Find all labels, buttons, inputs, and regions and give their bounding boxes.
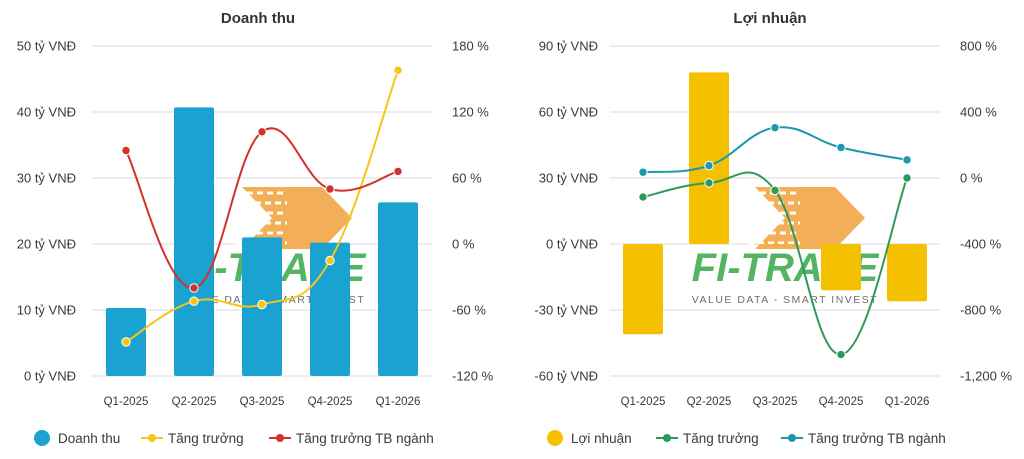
chart-2-y-right-tick: -800 % bbox=[960, 303, 1002, 318]
chart-2-bar bbox=[755, 244, 795, 245]
chart-1-bar bbox=[174, 107, 214, 376]
chart-1-x-tick: Q4-2025 bbox=[308, 396, 353, 408]
chart-1-line-1-point bbox=[257, 299, 267, 310]
chart-2-line-2-point bbox=[704, 160, 714, 171]
chart-1-x-tick: Q3-2025 bbox=[240, 396, 285, 408]
chart-2-legend-label: Lợi nhuận bbox=[571, 431, 632, 446]
chart-1-y-right-tick: 60 % bbox=[452, 171, 482, 186]
chart-2-legend-item: Lợi nhuận bbox=[547, 430, 632, 446]
chart-1-x-tick: Q1-2026 bbox=[376, 396, 421, 408]
chart-1-title: Doanh thu bbox=[221, 10, 295, 27]
chart-1-y-right-tick: 0 % bbox=[452, 237, 475, 252]
chart-1-line-2-point bbox=[121, 145, 131, 156]
chart-1-y-left-tick: 30 tỷ VNĐ bbox=[17, 171, 76, 186]
chart-2-line-2-point bbox=[902, 155, 912, 165]
chart-2-line-2-point bbox=[770, 122, 780, 133]
chart-1-x-tick: Q1-2025 bbox=[104, 396, 149, 408]
chart-2-line-1-point bbox=[704, 178, 714, 188]
chart-1-legend-label: Tăng trưởng bbox=[168, 431, 244, 446]
chart-1-line-1-point bbox=[393, 65, 403, 75]
chart-2-y-right-tick: 400 % bbox=[960, 105, 997, 120]
chart-1-line-1 bbox=[125, 69, 399, 343]
chart-1-x-tick: Q2-2025 bbox=[172, 396, 217, 408]
chart-1-legend-swatch-dot bbox=[148, 434, 156, 442]
chart-1-y-left-tick: 0 tỷ VNĐ bbox=[24, 369, 76, 384]
chart-2-x-tick: Q1-2025 bbox=[621, 396, 666, 408]
chart-1-legend-label: Doanh thu bbox=[58, 431, 120, 446]
chart-2-line-1-point bbox=[902, 173, 912, 183]
chart-1-legend-item: Tăng trưởng bbox=[141, 431, 244, 446]
chart-2-bar bbox=[887, 244, 927, 302]
chart-2-y-left-tick: -60 tỷ VNĐ bbox=[534, 369, 598, 384]
chart-2-legend-swatch-dot bbox=[663, 434, 671, 442]
chart-2-line-2 bbox=[642, 126, 908, 174]
chart-2-bar bbox=[623, 244, 663, 335]
chart-1-line-2-point bbox=[257, 127, 267, 137]
chart-2-y-left-tick: 60 tỷ VNĐ bbox=[539, 105, 598, 120]
chart-2-y-left-tick: 90 tỷ VNĐ bbox=[539, 39, 598, 54]
chart-2-bar bbox=[821, 244, 861, 291]
chart-2-y-left-tick: -30 tỷ VNĐ bbox=[534, 303, 598, 318]
chart-1-y-left-tick: 10 tỷ VNĐ bbox=[17, 303, 76, 318]
chart-2-y-left-tick: 0 tỷ VNĐ bbox=[546, 237, 598, 252]
chart-1-y-right-tick: 180 % bbox=[452, 39, 489, 54]
chart-1-line-2-point bbox=[189, 283, 199, 293]
chart-1-line-1-point bbox=[121, 337, 131, 347]
chart-1-legend-item: Doanh thu bbox=[34, 430, 120, 446]
chart-1-y-right-tick: 120 % bbox=[452, 105, 489, 120]
chart-1-line-1-point bbox=[189, 296, 199, 306]
chart-2-legend-label: Tăng trưởng TB ngành bbox=[808, 431, 946, 446]
chart-2-legend-swatch bbox=[547, 430, 563, 446]
chart-2-x-tick: Q1-2026 bbox=[885, 396, 930, 408]
chart-1: Doanh thu 0 tỷ VNĐ 10 tỷ VNĐ 20 tỷ VNĐ 30 tỷ… bbox=[17, 10, 494, 446]
chart-2-legend-item: Tăng trưởng bbox=[656, 431, 759, 446]
chart-1-line-1-point bbox=[325, 255, 335, 266]
chart-1-legend-swatch bbox=[34, 430, 50, 446]
chart-1-y-left-tick: 40 tỷ VNĐ bbox=[17, 105, 76, 120]
chart-1-y-left-tick: 50 tỷ VNĐ bbox=[17, 39, 76, 54]
chart-2-y-right-tick: 0 % bbox=[960, 171, 983, 186]
chart-2-x-tick: Q4-2025 bbox=[819, 396, 864, 408]
chart-2-legend-item: Tăng trưởng TB ngành bbox=[781, 431, 946, 446]
chart-2-x-tick: Q2-2025 bbox=[687, 396, 732, 408]
chart-1-bar bbox=[378, 202, 418, 376]
chart-2-line-2-point bbox=[836, 142, 846, 153]
chart-2-legend-label: Tăng trưởng bbox=[683, 431, 759, 446]
chart-2-line-1-point bbox=[638, 192, 648, 202]
chart-2-line-2-point bbox=[638, 167, 648, 177]
chart-2: Lợi nhuận -60 tỷ VNĐ -30 tỷ VNĐ 0 tỷ VNĐ 30 … bbox=[534, 10, 1012, 446]
chart-2-watermark-arrow-icon bbox=[755, 187, 865, 249]
chart-2-y-left-tick: 30 tỷ VNĐ bbox=[539, 171, 598, 186]
chart-2-y-right-tick: 800 % bbox=[960, 39, 997, 54]
chart-2-y-right-tick: -1,200 % bbox=[960, 369, 1012, 384]
chart-2-y-right-tick: -400 % bbox=[960, 237, 1002, 252]
chart-2-x-tick: Q3-2025 bbox=[753, 396, 798, 408]
chart-1-y-left-tick: 20 tỷ VNĐ bbox=[17, 237, 76, 252]
chart-1-line-2-point bbox=[393, 166, 403, 177]
chart-1-y-right-tick: -120 % bbox=[452, 369, 494, 384]
chart-2-line-1-point bbox=[836, 349, 846, 360]
chart-2-title: Lợi nhuận bbox=[733, 10, 806, 27]
chart-1-legend-swatch-dot bbox=[276, 434, 284, 442]
chart-2-line-1-point bbox=[770, 185, 780, 196]
chart-1-legend-item: Tăng trưởng TB ngành bbox=[269, 431, 434, 446]
chart-1-y-right-tick: -60 % bbox=[452, 303, 486, 318]
chart-1-legend-label: Tăng trưởng TB ngành bbox=[296, 431, 434, 446]
chart-1-line-2-point bbox=[325, 184, 335, 194]
chart-2-bar bbox=[689, 72, 729, 245]
chart-2-watermark-tagline: VALUE DATA - SMART INVEST bbox=[692, 294, 878, 306]
chart-2-legend-swatch-dot bbox=[788, 434, 796, 442]
